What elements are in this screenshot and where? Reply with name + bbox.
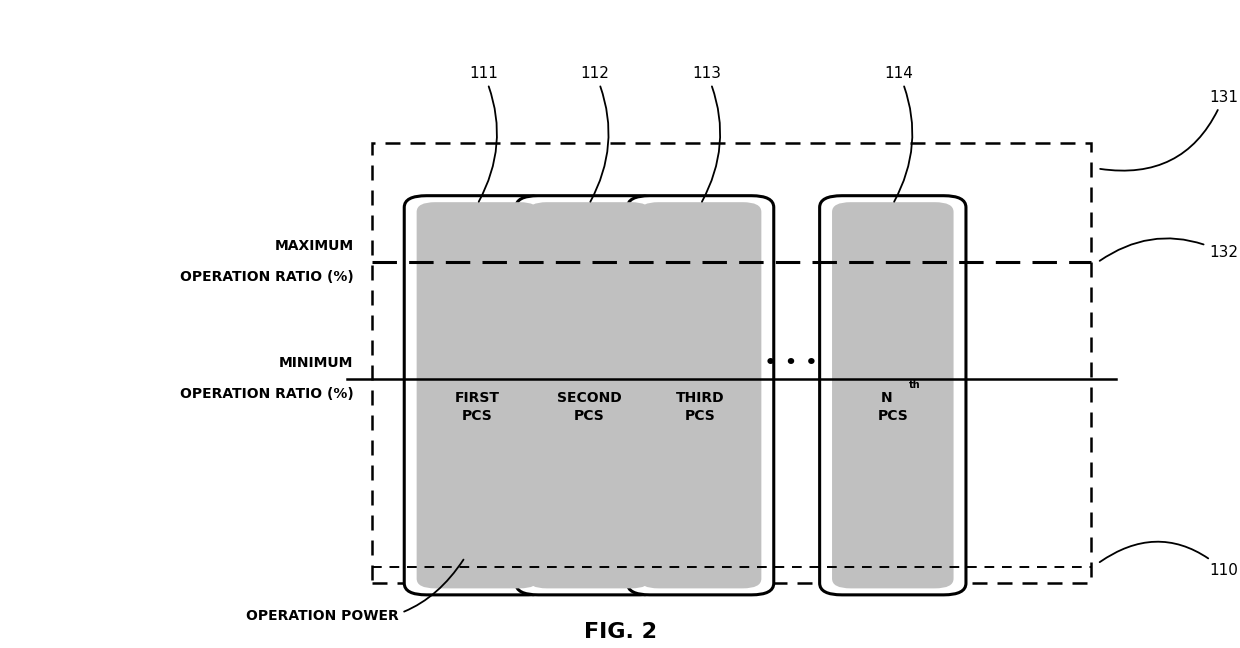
Text: 114: 114 [884,66,914,202]
Text: PCS: PCS [686,410,715,423]
FancyBboxPatch shape [640,202,761,588]
Text: 112: 112 [580,66,610,202]
FancyBboxPatch shape [516,196,662,595]
Text: MINIMUM: MINIMUM [279,356,353,370]
Text: • • •: • • • [764,353,818,373]
Text: 132: 132 [1100,238,1238,261]
Text: MAXIMUM: MAXIMUM [274,239,353,253]
Text: FIRST: FIRST [455,391,500,405]
FancyBboxPatch shape [627,196,774,595]
FancyBboxPatch shape [528,202,650,588]
Text: N: N [880,391,893,405]
Text: FIG. 2: FIG. 2 [584,621,656,642]
Text: PCS: PCS [463,410,492,423]
Text: th: th [909,380,921,390]
Text: 113: 113 [692,66,722,202]
Text: PCS: PCS [878,410,908,423]
Text: 111: 111 [469,66,498,202]
Text: OPERATION POWER: OPERATION POWER [246,560,464,623]
Text: THIRD: THIRD [676,391,725,405]
FancyBboxPatch shape [832,202,954,588]
Text: PCS: PCS [574,410,604,423]
Text: OPERATION RATIO (%): OPERATION RATIO (%) [180,270,353,284]
Text: 131: 131 [1100,89,1238,170]
Text: OPERATION RATIO (%): OPERATION RATIO (%) [180,387,353,401]
Text: 110: 110 [1100,542,1238,578]
FancyBboxPatch shape [404,196,551,595]
Bar [372,143,1091,583]
Text: SECOND: SECOND [557,391,621,405]
FancyBboxPatch shape [417,202,538,588]
FancyBboxPatch shape [820,196,966,595]
